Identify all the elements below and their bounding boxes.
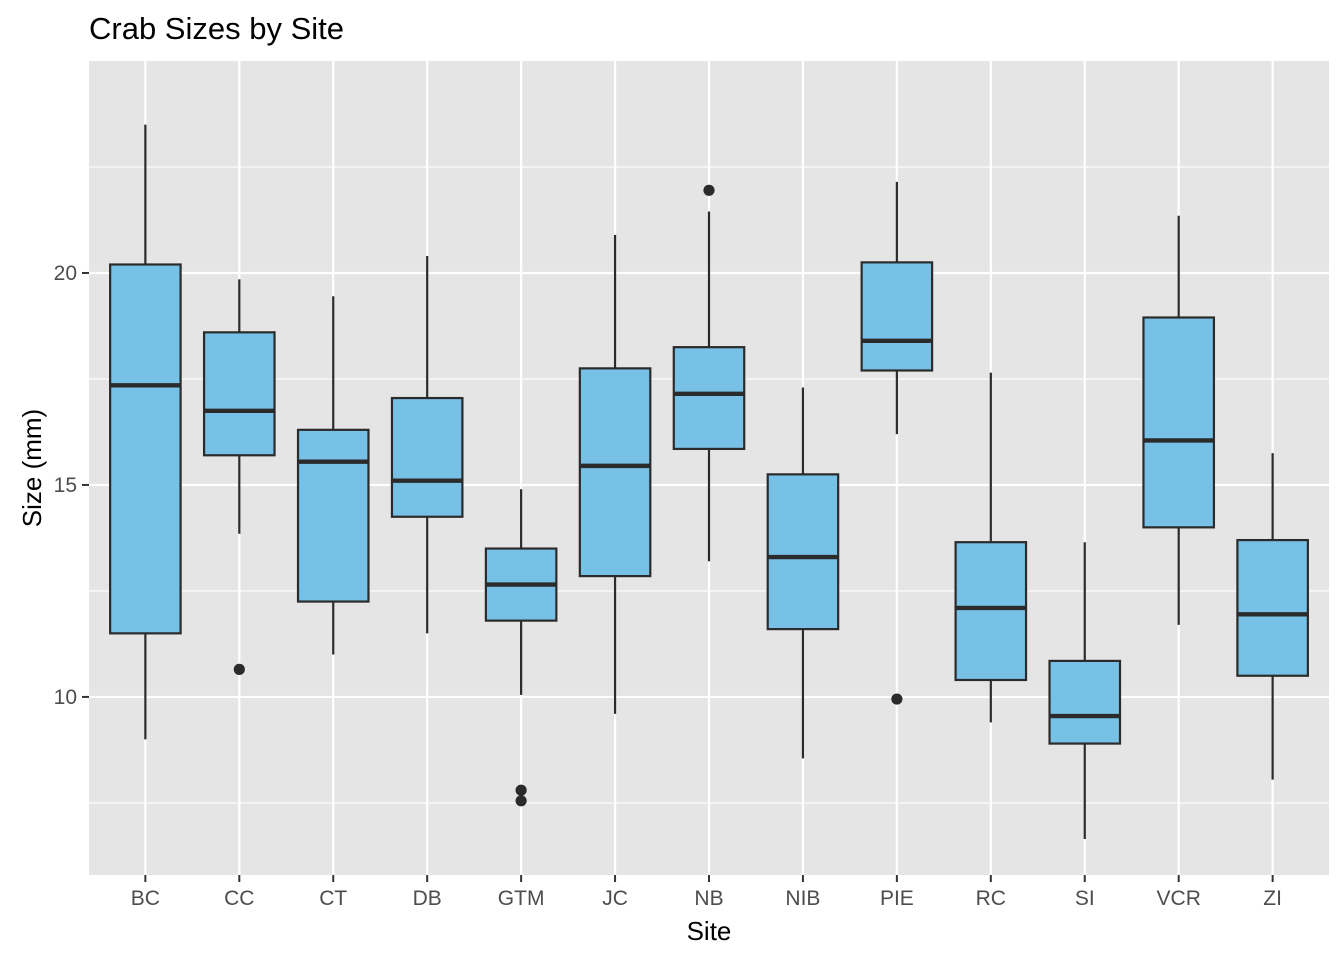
y-tick-label: 15: [54, 474, 77, 497]
x-axis: BC CC CT DB GTM JC NB NIB PIE RC SI VCR ZI: [131, 875, 1282, 910]
box-series: [109, 124, 1309, 839]
box-iqr: [578, 367, 652, 578]
x-tick-label: RC: [976, 887, 1006, 910]
box-rc: [954, 372, 1028, 723]
x-axis-title: Site: [687, 916, 732, 946]
box-iqr: [390, 396, 464, 518]
box-iqr: [202, 331, 276, 457]
x-tick-label: PIE: [880, 887, 914, 910]
box-nib: [766, 387, 840, 759]
x-tick-label: SI: [1075, 887, 1095, 910]
box-iqr: [1142, 316, 1216, 529]
x-tick-label: VCR: [1157, 887, 1201, 910]
box-bc: [109, 124, 182, 740]
box-db: [390, 256, 464, 634]
box-si: [1048, 542, 1122, 839]
x-tick-label: NIB: [785, 887, 820, 910]
x-tick-label: JC: [602, 887, 628, 910]
y-tick-label: 20: [54, 262, 77, 285]
outlier-point: [891, 693, 903, 705]
box-pie: [860, 181, 934, 705]
outlier-point: [233, 663, 245, 675]
box-vcr: [1142, 215, 1216, 625]
x-tick-label: BC: [131, 887, 160, 910]
box-iqr: [1048, 659, 1122, 745]
outlier-point: [515, 795, 527, 807]
chart-title: Crab Sizes by Site: [89, 11, 344, 46]
x-tick-label: CT: [319, 887, 347, 910]
x-tick-label: ZI: [1263, 887, 1282, 910]
outlier-point: [703, 184, 715, 196]
box-jc: [578, 234, 652, 714]
box-iqr: [860, 261, 934, 372]
outlier-point: [515, 784, 527, 796]
x-tick-label: GTM: [498, 887, 545, 910]
x-tick-label: DB: [413, 887, 442, 910]
box-zi: [1236, 453, 1309, 780]
y-axis: 10 15 20: [54, 262, 89, 709]
y-tick-label: 10: [54, 686, 77, 709]
box-gtm: [484, 489, 558, 807]
box-iqr: [1236, 538, 1309, 677]
box-iqr: [954, 541, 1028, 682]
x-tick-label: NB: [694, 887, 723, 910]
x-tick-label: CC: [224, 887, 254, 910]
box-iqr: [766, 473, 840, 631]
box-nb: [672, 184, 746, 562]
box-iqr: [672, 346, 746, 451]
box-iqr: [296, 428, 370, 603]
box-iqr: [109, 263, 182, 635]
box-cc: [202, 279, 276, 675]
box-ct: [296, 296, 370, 655]
y-axis-title: Size (mm): [17, 409, 47, 527]
